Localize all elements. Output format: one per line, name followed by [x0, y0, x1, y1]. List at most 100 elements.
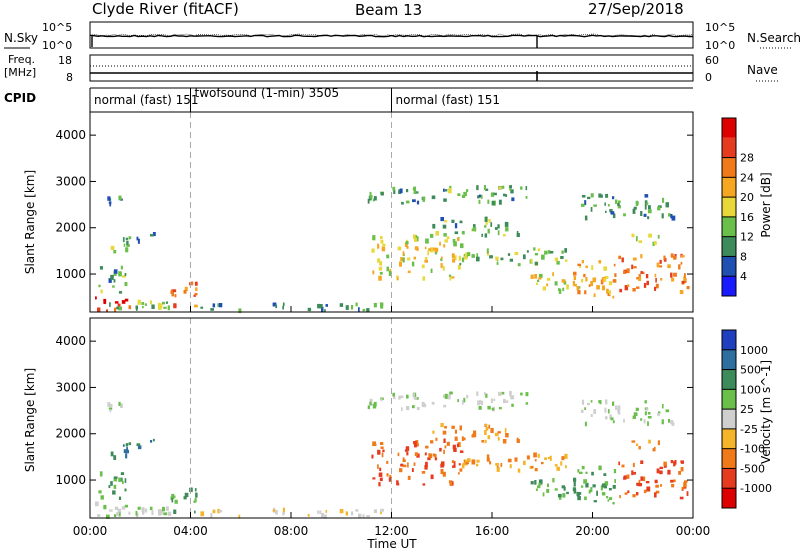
velocity-cell [194, 498, 197, 503]
velocity-cell [152, 438, 155, 442]
power-cell [123, 243, 126, 247]
power-cell [99, 266, 103, 270]
power-y-axis-label: Slant Range [km] [23, 170, 37, 274]
power-cell [473, 224, 476, 230]
power-cell [321, 306, 324, 312]
power-cell [411, 261, 415, 267]
power-cell [644, 194, 649, 198]
velocity-cell [476, 463, 479, 467]
velocity-cell [126, 449, 129, 454]
velocity-cell [210, 513, 213, 518]
power-cell [655, 277, 657, 283]
power-cell [588, 284, 591, 287]
power-cell [596, 285, 600, 290]
velocity-cell [380, 398, 383, 402]
power-cell [137, 299, 141, 305]
power-cell [172, 289, 177, 293]
power-cell [162, 301, 166, 305]
velocity-colorbar-segment [722, 409, 736, 429]
velocity-cell [605, 399, 608, 405]
velocity-cell [275, 510, 278, 515]
power-cell [413, 190, 417, 194]
power-cell [380, 192, 384, 196]
velocity-cell [124, 478, 127, 483]
power-cell [621, 257, 624, 263]
velocity-cell [142, 511, 145, 515]
velocity-cell [325, 510, 328, 513]
velocity-cell [485, 424, 488, 427]
power-cell [587, 196, 591, 200]
velocity-cell [398, 395, 401, 400]
power-cell [116, 306, 119, 310]
velocity-cell [587, 402, 590, 406]
velocity-cell [432, 430, 435, 434]
velocity-cell [603, 483, 607, 489]
velocity-cell [457, 399, 459, 403]
power-cell [523, 254, 526, 260]
power-cell [476, 185, 479, 191]
power-cell [167, 305, 170, 311]
power-cell [605, 276, 609, 279]
velocity-cell [636, 482, 640, 486]
power-cell [660, 278, 663, 281]
velocity-cell [389, 474, 392, 478]
velocity-cell [430, 474, 434, 480]
power-cell [507, 253, 511, 256]
power-cell [415, 191, 419, 194]
velocity-cell [453, 461, 456, 467]
velocity-cell [217, 508, 220, 514]
colorbar-tick-label: 1000 [740, 344, 768, 357]
power-cell [430, 247, 434, 253]
velocity-cell [345, 511, 348, 516]
power-cell [632, 288, 636, 292]
velocity-cell [149, 506, 153, 511]
velocity-cell [640, 460, 644, 464]
velocity-cell [428, 453, 431, 458]
velocity-cell [459, 468, 463, 472]
power-cell [509, 185, 512, 189]
n-search-tick-high: 10^5 [705, 21, 735, 34]
power-cell [680, 261, 683, 265]
velocity-cell [407, 475, 411, 480]
velocity-cell [645, 481, 650, 484]
velocity-cell [212, 509, 216, 514]
velocity-cell [406, 406, 410, 411]
colorbar-tick-label: 16 [740, 211, 754, 224]
colorbar-tick-label: -25 [740, 423, 758, 436]
velocity-cell [488, 424, 491, 429]
velocity-cell [636, 492, 639, 496]
power-cell [440, 263, 443, 268]
velocity-cell [439, 447, 442, 452]
power-cell [535, 282, 538, 285]
power-cell [413, 256, 416, 260]
velocity-colorbar-segment [722, 369, 736, 390]
velocity-cell [542, 492, 545, 497]
power-cell [380, 236, 383, 240]
power-cell [487, 199, 490, 204]
velocity-cell [484, 430, 487, 435]
power-cell [432, 223, 436, 229]
power-cell [485, 188, 489, 191]
power-cell [623, 270, 626, 274]
velocity-cell [107, 402, 111, 407]
velocity-cell [673, 461, 676, 467]
power-cell [585, 265, 588, 269]
power-cell [373, 302, 377, 308]
velocity-cell [502, 439, 507, 444]
velocity-cell [373, 401, 377, 407]
velocity-cell [659, 466, 664, 469]
power-cell [396, 275, 399, 278]
power-colorbar-segment [722, 197, 736, 217]
x-axis-ticks: 00:00 04:00 08:00 12:00 16:00 20:00 00:00 [73, 306, 710, 538]
power-cell [645, 274, 649, 279]
power-cell [657, 234, 660, 239]
power-cell [590, 193, 594, 198]
power-cell [189, 282, 191, 286]
y-tick-label: 1000 [55, 473, 86, 487]
power-cell [412, 199, 416, 203]
velocity-cell [648, 439, 651, 444]
power-cell [149, 300, 152, 305]
power-cell [530, 274, 534, 279]
power-cell [137, 238, 140, 244]
velocity-cell [633, 412, 638, 416]
